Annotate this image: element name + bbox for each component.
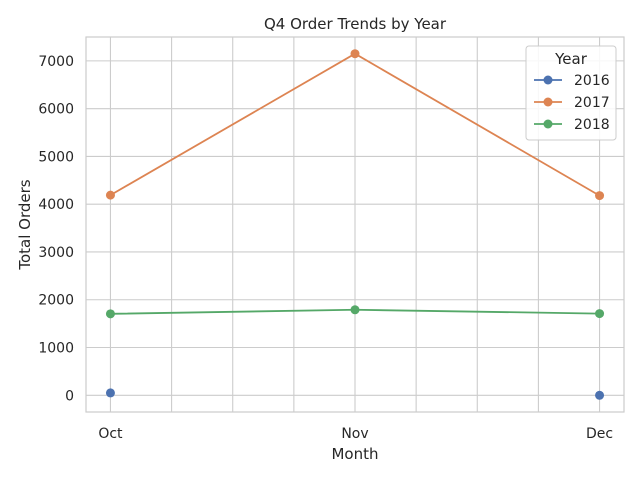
x-tick-labels: Oct Nov Dec — [98, 426, 613, 442]
data-point-2016 — [595, 390, 605, 400]
legend-title: Year — [554, 50, 588, 68]
data-point-2018 — [105, 309, 115, 319]
y-tick-labels: 0 1000 2000 3000 4000 5000 6000 7000 — [38, 54, 74, 404]
legend: Year 2016 2017 2018 — [525, 45, 617, 141]
grid — [86, 37, 624, 412]
legend-label: 2018 — [574, 117, 610, 133]
y-tick-label: 2000 — [38, 293, 74, 309]
data-point-2018 — [350, 305, 360, 315]
y-tick-label: 7000 — [38, 54, 74, 70]
y-tick-label: 6000 — [38, 102, 74, 118]
legend-label: 2016 — [574, 73, 610, 89]
legend-marker — [543, 97, 553, 107]
series-2016 — [105, 388, 605, 400]
data-point-2016 — [105, 388, 115, 398]
y-tick-label: 5000 — [38, 149, 74, 165]
legend-items: 2016 2017 2018 — [534, 73, 610, 133]
y-axis-title: Total Orders — [16, 179, 34, 270]
legend-box — [525, 45, 617, 141]
series-2017 — [105, 49, 605, 201]
data-point-2018 — [595, 309, 605, 319]
legend-label: 2017 — [574, 95, 610, 111]
plot-frame — [85, 36, 625, 413]
x-tick-label: Dec — [586, 426, 613, 442]
data-point-2017 — [350, 49, 360, 59]
data-point-2017 — [595, 191, 605, 201]
legend-item-2018: 2018 — [534, 117, 610, 133]
y-tick-label: 1000 — [38, 341, 74, 357]
legend-marker — [543, 75, 553, 85]
y-tick-label: 4000 — [38, 197, 74, 213]
legend-marker — [543, 119, 553, 129]
x-tick-label: Nov — [341, 426, 368, 442]
series-layer — [105, 49, 605, 400]
chart-title: Q4 Order Trends by Year — [264, 15, 447, 33]
y-tick-label: 0 — [65, 388, 74, 404]
legend-item-2017: 2017 — [534, 95, 610, 111]
x-axis-title: Month — [331, 445, 378, 463]
series-2018 — [105, 305, 605, 319]
x-tick-label: Oct — [98, 426, 123, 442]
data-point-2017 — [105, 190, 115, 200]
y-tick-label: 3000 — [38, 245, 74, 261]
legend-item-2016: 2016 — [534, 73, 610, 89]
